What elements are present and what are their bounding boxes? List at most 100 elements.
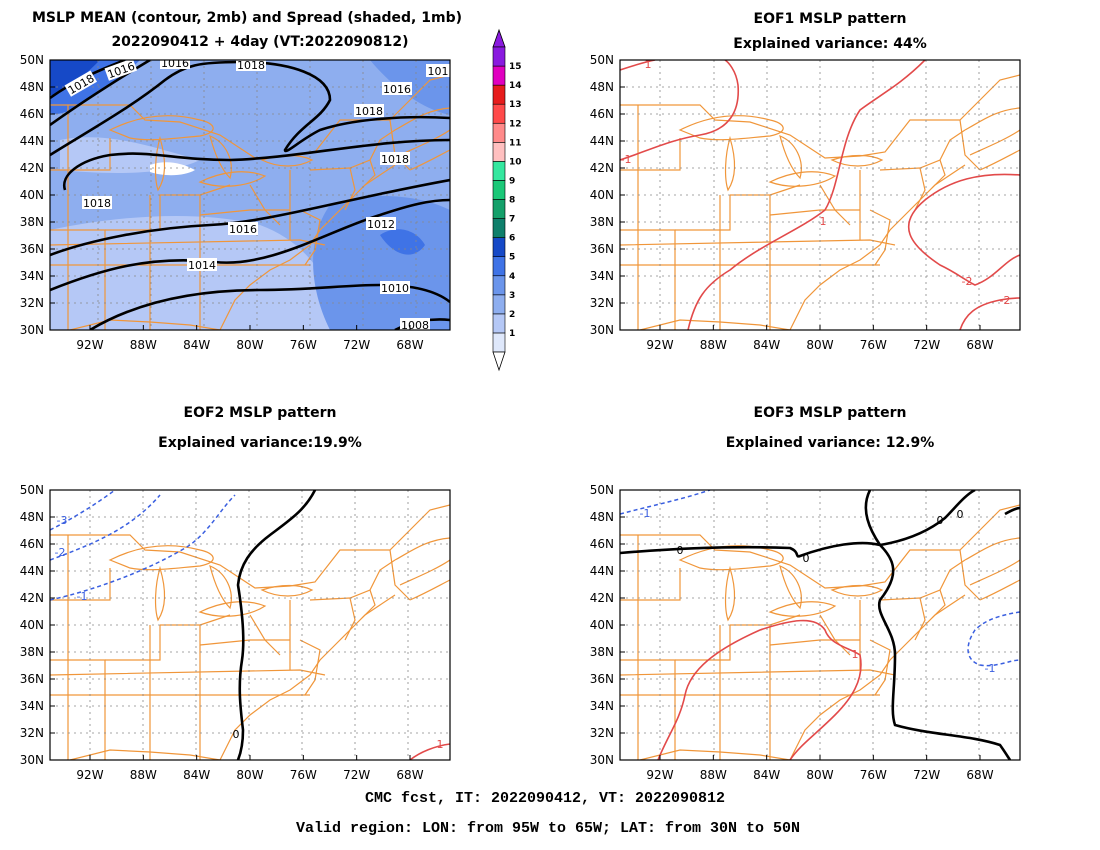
lon-tick-label: 92W <box>76 768 103 782</box>
colorbar-label: 9 <box>509 176 515 186</box>
lon-tick-label: 84W <box>753 338 780 352</box>
eof2-title-line2: Explained variance:19.9% <box>158 435 362 451</box>
colorbar-cell <box>492 65 506 86</box>
lat-tick-label: 46N <box>20 107 44 121</box>
eof3-label-zero-d: 0 <box>957 508 964 521</box>
spread-shade-light <box>50 215 340 330</box>
eof2-label-pos1: 1 <box>437 738 444 751</box>
lon-tick-label: 72W <box>343 768 370 782</box>
footer-run-info: CMC fcst, IT: 2022090412, VT: 2022090812 <box>365 790 725 807</box>
colorbar-cell <box>492 256 506 277</box>
lat-tick-label: 38N <box>590 645 614 659</box>
colorbar-label: 2 <box>509 310 515 320</box>
lat-tick-label: 30N <box>590 323 614 337</box>
colorbar-cell <box>492 237 506 257</box>
eof2-panel: EOF2 MSLP pattern Explained variance:19.… <box>49 405 451 761</box>
colorbar-label: 1 <box>509 329 515 339</box>
lat-tick-label: 34N <box>590 699 614 713</box>
lon-tick-label: 76W <box>290 768 317 782</box>
lat-tick-label: 46N <box>590 537 614 551</box>
eof3-title-line2: Explained variance: 12.9% <box>726 435 935 451</box>
mean-label-1016a: 1016 <box>383 83 411 96</box>
mean-label-1018a: 1018 <box>237 59 265 72</box>
lon-tick-label: 80W <box>806 768 833 782</box>
colorbar-cell <box>492 142 506 162</box>
lat-tick-label: 36N <box>590 242 614 256</box>
lon-tick-label: 80W <box>806 338 833 352</box>
eof2-zero-contour <box>236 490 317 760</box>
lat-tick-label: 50N <box>20 53 44 67</box>
eof2-label-neg2: -2 <box>55 546 66 559</box>
eof3-label-neg1a: -1 <box>640 507 651 520</box>
mean-label-101: 101 <box>428 65 449 78</box>
eof2-contour-labels: -3 -2 -1 0 1 <box>55 514 444 751</box>
eof1-label-neg2b: -2 <box>1000 294 1011 307</box>
colorbar-label: 12 <box>509 119 522 129</box>
eof3-neg-contour-nw <box>620 490 711 515</box>
colorbar-cell <box>492 103 506 124</box>
mean-label-1014: 1014 <box>188 259 216 272</box>
eof1-title-line1: EOF1 MSLP pattern <box>754 11 907 27</box>
lon-tick-label: 80W <box>236 338 263 352</box>
lat-tick-label: 34N <box>20 269 44 283</box>
colorbar-label: 15 <box>509 62 522 72</box>
colorbar-cell <box>492 313 506 334</box>
colorbar-cell <box>492 180 506 200</box>
colorbar-label: 3 <box>509 291 515 301</box>
eof2-title-line1: EOF2 MSLP pattern <box>184 405 337 421</box>
colorbar-label: 10 <box>509 157 522 167</box>
colorbar-label: 13 <box>509 100 522 110</box>
lon-tick-label: 88W <box>130 338 157 352</box>
colorbar-cell <box>492 122 506 143</box>
mean-panel: MSLP MEAN (contour, 2mb) and Spread (sha… <box>32 10 522 372</box>
colorbar-label: 14 <box>509 81 522 91</box>
colorbar-cell <box>492 46 506 67</box>
eof2-neg-contours <box>50 490 236 601</box>
colorbar-cell <box>492 275 506 296</box>
colorbar-cell <box>492 161 506 181</box>
lon-tick-label: 88W <box>130 768 157 782</box>
lat-tick-label: 44N <box>20 134 44 148</box>
mean-title-line1: MSLP MEAN (contour, 2mb) and Spread (sha… <box>32 10 462 26</box>
lon-tick-label: 92W <box>646 338 673 352</box>
lat-tick-label: 30N <box>20 753 44 767</box>
lat-tick-label: 42N <box>590 161 614 175</box>
lat-tick-label: 30N <box>590 753 614 767</box>
colorbar-cell <box>492 84 506 105</box>
colorbar-label: 5 <box>509 253 515 263</box>
colorbar-cell <box>492 218 506 238</box>
eof3-neg-contour <box>967 611 1020 667</box>
mean-label-1016b: 1016 <box>229 223 257 236</box>
lat-tick-label: 44N <box>590 564 614 578</box>
lat-tick-label: 30N <box>20 323 44 337</box>
lat-tick-label: 36N <box>20 242 44 256</box>
lat-tick-label: 42N <box>590 591 614 605</box>
colorbar-cell <box>492 199 506 219</box>
eof1-title-line2: Explained variance: 44% <box>733 36 926 52</box>
lat-tick-label: 38N <box>20 645 44 659</box>
lat-tick-label: 32N <box>20 726 44 740</box>
eof1-contours <box>620 60 1020 330</box>
lon-tick-label: 84W <box>753 768 780 782</box>
lat-tick-label: 50N <box>20 483 44 497</box>
colorbar-label: 8 <box>509 196 515 206</box>
eof3-label-zero-c: 0 <box>937 514 944 527</box>
lat-tick-label: 38N <box>20 215 44 229</box>
lat-tick-label: 48N <box>590 80 614 94</box>
lat-tick-label: 34N <box>590 269 614 283</box>
lat-tick-label: 46N <box>20 537 44 551</box>
mean-label-1018b: 1018 <box>355 105 383 118</box>
lat-tick-label: 48N <box>590 510 614 524</box>
lat-tick-label: 36N <box>590 672 614 686</box>
eof1-contour-labels: 1 -1 1 -2 -2 <box>621 60 1011 307</box>
eof1-panel: EOF1 MSLP pattern Explained variance: 44… <box>619 11 1021 331</box>
lon-tick-label: 68W <box>966 338 993 352</box>
lat-tick-label: 44N <box>590 134 614 148</box>
eof3-label-neg1b: -1 <box>985 662 996 675</box>
eof2-label-zero: 0 <box>233 728 240 741</box>
footer-valid-region: Valid region: LON: from 95W to 65W; LAT:… <box>296 820 800 837</box>
lat-tick-label: 50N <box>590 53 614 67</box>
lat-tick-label: 40N <box>590 618 614 632</box>
mean-contour-labels: 1018 1018 1016 1018 1018 1016 1012 1014 … <box>64 59 450 330</box>
